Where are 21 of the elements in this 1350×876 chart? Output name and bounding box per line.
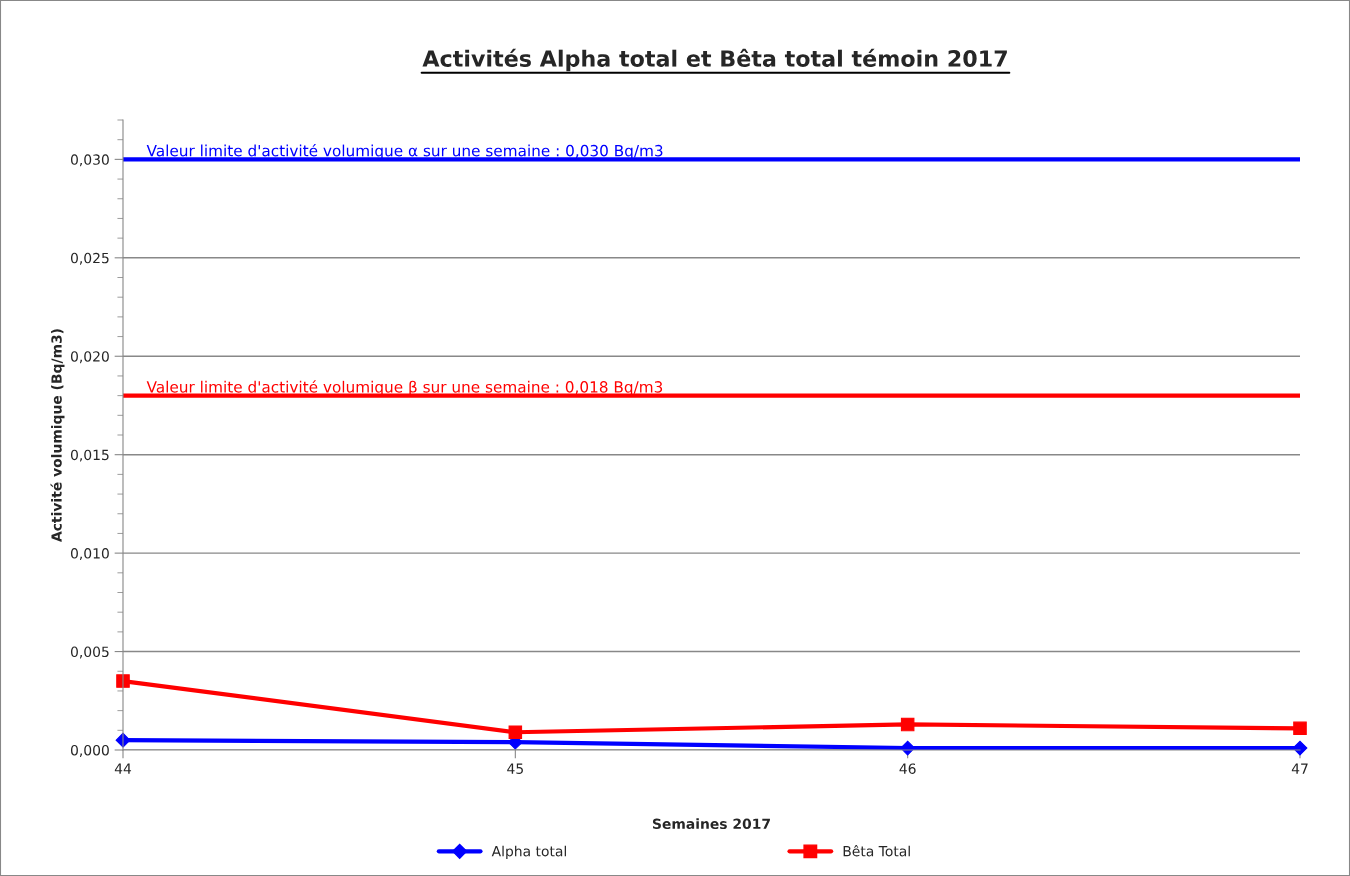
point	[116, 674, 130, 688]
x-tick-label: 45	[507, 763, 523, 774]
x-axis-title: Semaines 2017	[652, 818, 770, 830]
x-tick-label: 47	[1291, 763, 1308, 774]
y-tick-label: 0,000	[70, 744, 109, 757]
legend-label: Bêta Total	[843, 845, 910, 857]
ref-line-label: Valeur limite d'activité volumique α sur une semaine : 0,030 Bq/m3	[146, 143, 663, 160]
y-tick-label: 0,020	[70, 351, 109, 364]
y-tick-label: 0,010	[70, 548, 109, 561]
y-tick-label: 0,030	[70, 154, 109, 167]
point	[1293, 721, 1307, 736]
point	[900, 717, 915, 732]
y-tick-label: 0,005	[70, 646, 109, 659]
y-tick-label: 0,025	[70, 252, 109, 265]
x-tick-label: 46	[899, 763, 916, 774]
legend-label: Alpha total	[491, 845, 566, 860]
y-tick-label: 0,015	[70, 449, 109, 462]
point	[508, 725, 523, 740]
chart-title: Activités Alpha total et Bêta total témoin 2017	[422, 48, 1007, 72]
x-tick-label: 44	[114, 763, 132, 774]
y-axis-title: Activité volumique (Bq/m3)	[50, 329, 65, 542]
